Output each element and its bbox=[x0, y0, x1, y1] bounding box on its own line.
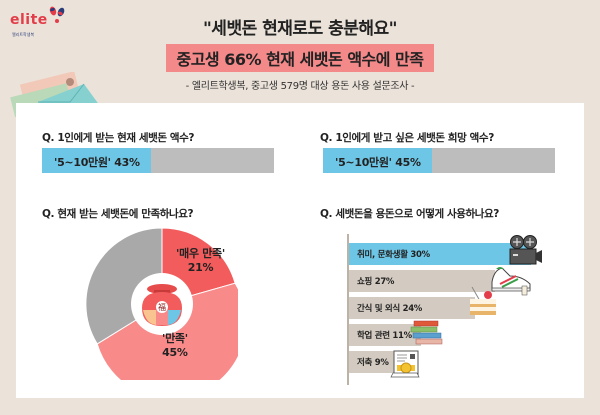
usage-bar-study: 학업 관련 11% bbox=[349, 324, 421, 346]
cake-icon bbox=[470, 286, 496, 315]
very-satisfied-name: '매우 만족' bbox=[176, 247, 225, 260]
lucky-bag-icon: 福 bbox=[142, 284, 182, 326]
question-usage: Q. 세뱃돈을 용돈으로 어떻게 사용하나요? bbox=[320, 208, 499, 220]
hope-amount-label: '5~10만원' 45% bbox=[335, 156, 421, 169]
satisfied-name: '만족' bbox=[162, 332, 188, 345]
logo-text: elite bbox=[10, 12, 48, 28]
satisfied-value: 45% bbox=[162, 346, 188, 359]
sub-headline: 중고생 66% 현재 세뱃돈 액수에 만족 bbox=[166, 44, 434, 72]
headline: "세뱃돈 현재로도 충분해요" bbox=[202, 19, 398, 39]
question-current-amount: Q. 1인에게 받는 현재 세뱃돈 액수? bbox=[42, 132, 195, 144]
question-hope-amount: Q. 1인에게 받고 싶은 세뱃돈 희망 액수? bbox=[320, 132, 494, 144]
satisfied-label: '만족' 45% bbox=[162, 332, 188, 360]
usage-label-hobby: 취미, 문화생활 30% bbox=[357, 250, 430, 260]
film-camera-icon bbox=[509, 235, 542, 265]
logo-mark-icon bbox=[49, 6, 65, 23]
elite-logo: elite 엘리트학생복 bbox=[10, 6, 65, 37]
svg-text:福: 福 bbox=[158, 303, 166, 312]
books-icon bbox=[410, 320, 443, 345]
current-amount-bar-fill bbox=[42, 148, 152, 173]
usage-label-study: 학업 관련 11% bbox=[357, 331, 412, 341]
current-amount-bar: '5~10만원' 43% bbox=[42, 148, 274, 173]
usage-label-snacks: 간식 및 외식 24% bbox=[357, 304, 423, 314]
satisfaction-donut-chart: 福 bbox=[86, 228, 238, 380]
hope-amount-bar: '5~10만원' 45% bbox=[323, 148, 555, 173]
usage-chart-axis bbox=[347, 234, 349, 385]
usage-label-shopping: 쇼핑 27% bbox=[357, 277, 395, 287]
usage-bar-shopping: 쇼핑 27% bbox=[349, 270, 495, 292]
usage-label-savings: 저축 9% bbox=[357, 358, 389, 368]
current-amount-label: '5~10만원' 43% bbox=[54, 156, 140, 169]
usage-bar-savings: 저축 9% bbox=[349, 351, 401, 373]
question-satisfaction: Q. 현재 받는 세뱃돈에 만족하나요? bbox=[42, 208, 194, 220]
usage-bar-snacks: 간식 및 외식 24% bbox=[349, 297, 475, 319]
usage-bar-hobby: 취미, 문화생활 30% bbox=[349, 243, 531, 265]
logo-subtext: 엘리트학생복 bbox=[12, 32, 35, 37]
very-satisfied-value: 21% bbox=[187, 261, 214, 274]
hope-amount-bar-fill bbox=[323, 148, 433, 173]
survey-source: - 엘리트학생복, 중고생 579명 대상 용돈 사용 설문조사 - bbox=[185, 81, 415, 92]
sneaker-icon bbox=[491, 267, 531, 296]
very-satisfied-label: '매우 만족' 21% bbox=[176, 247, 225, 275]
savings-icon bbox=[390, 350, 420, 378]
